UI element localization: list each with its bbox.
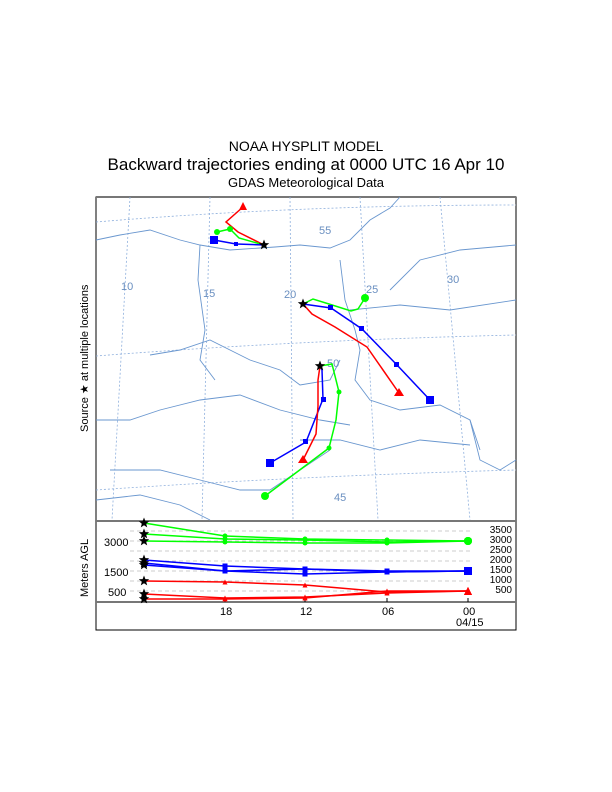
star-icon (258, 239, 270, 250)
height-marker (384, 569, 390, 575)
star-icon (138, 528, 150, 539)
height-marker (464, 587, 472, 595)
lon-label-30: 30 (447, 274, 459, 286)
height-marker (384, 540, 390, 546)
trajectory-south-500 (302, 365, 321, 461)
trajectory-south-3000 (264, 363, 340, 497)
start-height-500: 500 (108, 587, 126, 599)
map-trajectories (213, 206, 431, 497)
source-star-icons (258, 239, 326, 371)
model-title: NOAA HYSPLIT MODEL (228, 138, 384, 154)
height-series (138, 517, 472, 604)
height-axis-label: Meters AGL (79, 539, 91, 597)
trajectory-markers (210, 202, 434, 500)
data-source-title: GDAS Meteorological Data (227, 175, 385, 190)
height-marker (222, 568, 228, 574)
height-marker (302, 540, 308, 546)
height-marker (302, 571, 308, 577)
trajectory-central-3000 (302, 297, 366, 312)
lon-label-15: 15 (203, 288, 215, 300)
star-icon (297, 298, 309, 309)
time-tick-label: 18 (220, 606, 232, 618)
height-marker (384, 588, 390, 594)
star-icon (138, 517, 150, 528)
height-marker (464, 567, 472, 575)
time-tick-label: 00 (463, 606, 475, 618)
star-icon (314, 360, 326, 371)
height-marker (464, 537, 472, 545)
star-icon (138, 559, 150, 570)
star-icon (138, 593, 150, 604)
lon-label-10: 10 (121, 281, 133, 293)
height-tick-labels: 3500 3000 2500 2000 1500 1000 500 (478, 526, 512, 596)
lat-label-55: 55 (319, 225, 331, 237)
start-height-3000: 3000 (104, 537, 128, 549)
date-label: 04/15 (456, 617, 484, 629)
height-marker (222, 539, 228, 545)
star-icon (138, 575, 150, 586)
map-graticule (95, 196, 517, 521)
height-tick-label: 1500 (489, 565, 512, 576)
star-icon (138, 535, 150, 546)
time-tick-label: 12 (300, 606, 312, 618)
height-marker (222, 563, 228, 569)
map-borders (95, 196, 517, 521)
lon-label-20: 20 (284, 289, 296, 301)
height-marker (302, 566, 308, 572)
height-marker (222, 596, 228, 602)
height-tick-label: 500 (495, 585, 512, 596)
time-tick-label: 06 (382, 606, 394, 618)
start-height-1500: 1500 (104, 567, 128, 579)
star-icon (138, 588, 150, 599)
lon-label-25: 25 (366, 284, 378, 296)
height-tick-label: 2000 (489, 555, 512, 566)
height-tick-label: 3000 (489, 535, 512, 546)
height-marker (222, 579, 228, 585)
trajectory-central-500 (302, 303, 400, 394)
height-tick-label: 3500 (489, 525, 512, 536)
trajectory-north-3000 (216, 228, 265, 246)
height-marker (302, 595, 308, 601)
height-marker (302, 582, 308, 588)
trajectory-title: Backward trajectories ending at 0000 UTC… (107, 155, 505, 174)
lat-label-45: 45 (334, 492, 346, 504)
height-tick-label: 2500 (489, 545, 512, 556)
longitude-labels: 10 15 20 25 30 55 50 45 (121, 225, 459, 504)
height-tick-label: 1000 (489, 575, 512, 586)
lat-label-50: 50 (327, 358, 339, 370)
source-label: Source ★ at multiple locations (79, 284, 91, 432)
